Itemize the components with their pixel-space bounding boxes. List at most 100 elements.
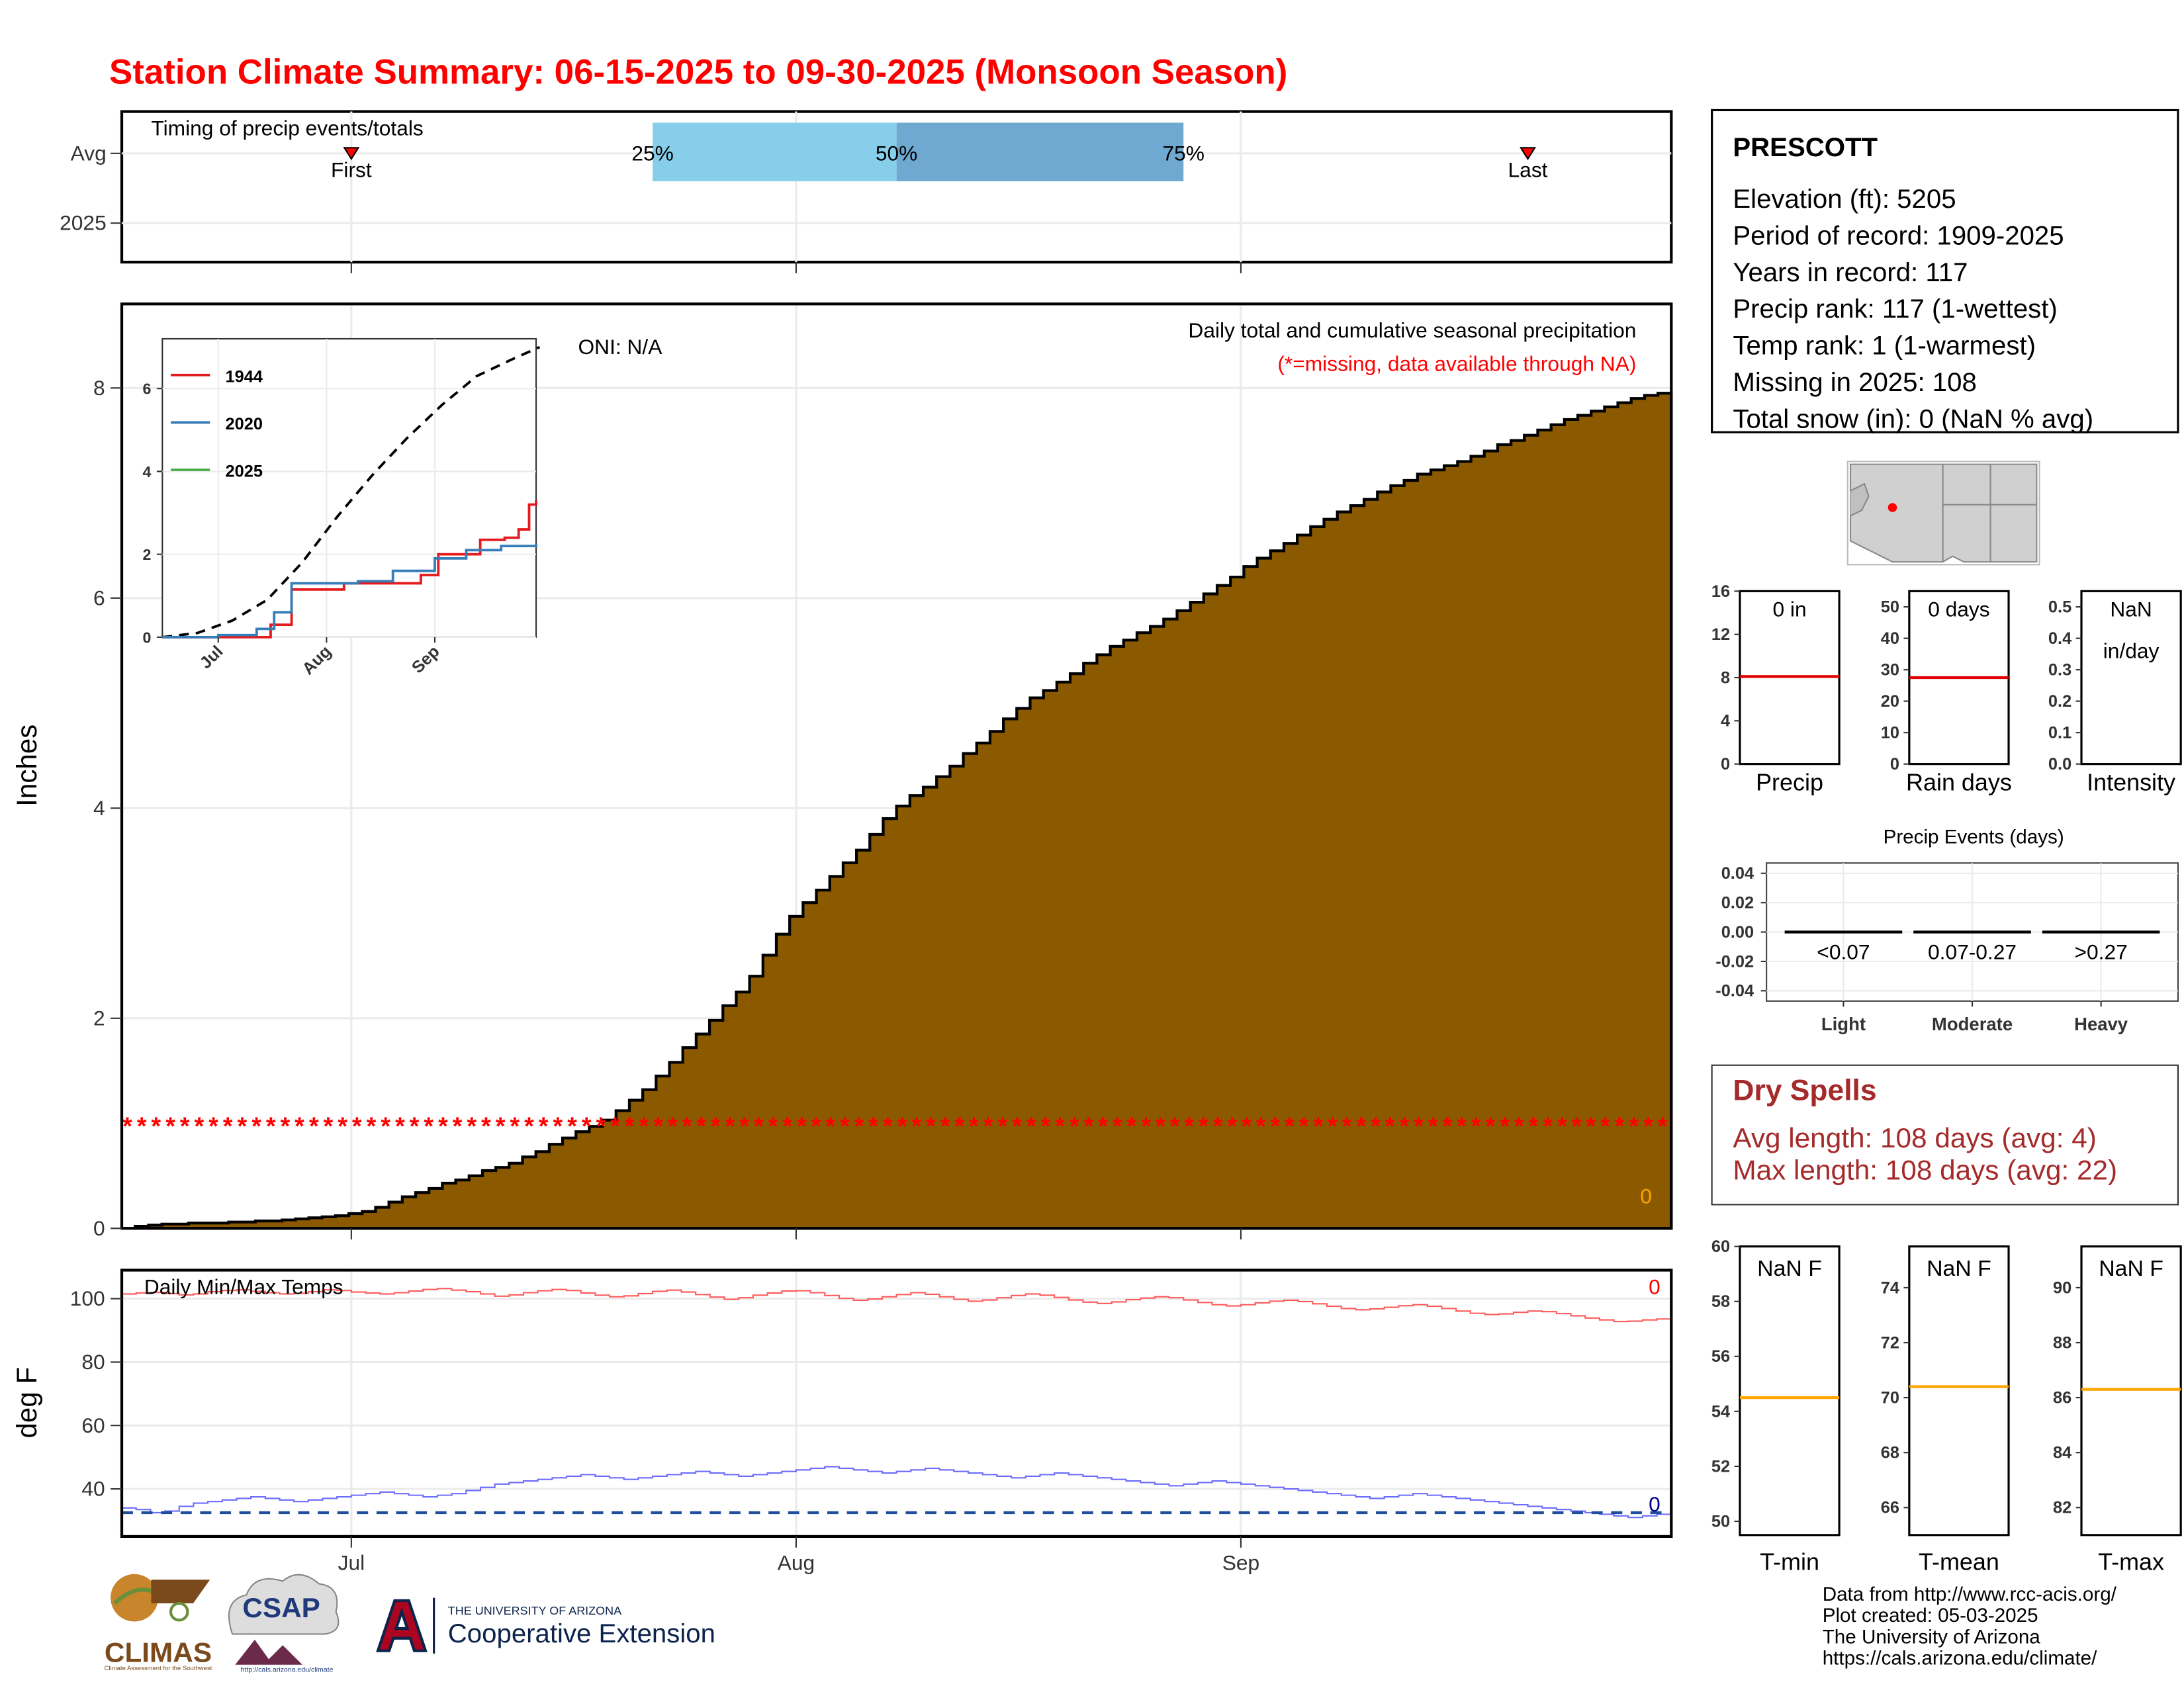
missing-star: * — [539, 1112, 549, 1140]
precip-ytick: 0 — [93, 1216, 105, 1240]
missing-star: * — [1127, 1112, 1137, 1140]
footer-credits: Data from http://www.rcc-acis.org/Plot c… — [1823, 1583, 2117, 1670]
missing-star: * — [1199, 1112, 1208, 1140]
missing-star: * — [1399, 1112, 1409, 1140]
missing-star: * — [137, 1112, 147, 1140]
event-range-label: <0.07 — [1817, 940, 1870, 964]
season-total-panels: 0 4 8 12 16 0 in Precip 0 10 20 30 40 50 0 days Rain d… — [1711, 582, 2182, 796]
precip-count: 0 — [1640, 1184, 1652, 1208]
bar-panel-value: 0 days — [1928, 597, 1989, 621]
missing-star: * — [251, 1112, 261, 1140]
footer-line: The University of Arizona — [1823, 1626, 2041, 1648]
temp-summary-value: NaN F — [2099, 1256, 2163, 1281]
temp-ytick: 80 — [81, 1350, 105, 1374]
missing-star: * — [754, 1112, 764, 1140]
precip-ylabel: Inches — [11, 725, 42, 807]
missing-star: * — [1256, 1112, 1266, 1140]
missing-star: * — [811, 1112, 821, 1140]
missing-star: * — [639, 1112, 649, 1140]
missing-star: * — [1557, 1112, 1567, 1140]
missing-star: * — [739, 1112, 749, 1140]
precip-ytick: 4 — [93, 796, 105, 820]
station-info-line: Period of record: 1909-2025 — [1733, 221, 2064, 250]
temp-summary-label: T-min — [1760, 1549, 1819, 1576]
footer-line: Plot created: 05-03-2025 — [1823, 1605, 2038, 1627]
temp-summary-tick: 56 — [1711, 1347, 1730, 1366]
bar-panel-tick: 0.4 — [2048, 629, 2071, 648]
temp-summary-panels: 50 52 54 56 58 60 NaN F T-min 66 68 70 72 74 NaN F T-m… — [1711, 1237, 2182, 1576]
missing-star: * — [1040, 1112, 1050, 1140]
missing-star: * — [682, 1112, 692, 1140]
missing-star: * — [1098, 1112, 1108, 1140]
events-ytick: -0.04 — [1715, 982, 1754, 1001]
inset-ytick: 2 — [142, 546, 151, 563]
temp-summary-tick: 74 — [1881, 1278, 1899, 1297]
missing-star: * — [208, 1112, 218, 1140]
temp-ytick: 40 — [81, 1477, 105, 1501]
missing-star: * — [1457, 1112, 1467, 1140]
missing-star: * — [1356, 1112, 1366, 1140]
dry-spells-max: Max length: 108 days (avg: 22) — [1733, 1155, 2117, 1186]
temp-summary-tick: 50 — [1711, 1513, 1730, 1531]
temp-summary-tick: 58 — [1711, 1292, 1730, 1311]
ua-top-text: THE UNIVERSITY OF ARIZONA — [448, 1604, 621, 1617]
precip-panel: * * * * * * * * * * * * * * * * * * * * * * * * * * * * * * * * * * * * * * * *… — [11, 302, 1673, 1240]
temp-ytick: 100 — [70, 1286, 105, 1310]
bar-panel-tick: 30 — [1881, 661, 1899, 680]
x-tick-label: Jul — [338, 1551, 365, 1575]
timing-label: Timing of precip events/totals — [151, 116, 423, 140]
missing-star: * — [180, 1112, 190, 1140]
station-info-line: Precip rank: 117 (1-wettest) — [1733, 294, 2057, 324]
temp-summary-tick: 72 — [1881, 1334, 1899, 1353]
missing-star: * — [1529, 1112, 1539, 1140]
university-of-arizona-logo: THE UNIVERSITY OF ARIZONA Cooperative Ex… — [376, 1597, 715, 1654]
block-a-icon — [376, 1599, 428, 1652]
tmin-line — [122, 1466, 1672, 1519]
missing-star: * — [1572, 1112, 1582, 1140]
bar-panel-rain-days: 0 10 20 30 40 50 0 days Rain days — [1881, 590, 2012, 796]
inset-ytick: 0 — [142, 629, 151, 646]
inset-legend-2025: 2025 — [226, 463, 263, 481]
csap-url: http://cals.arizona.edu/climate — [241, 1666, 334, 1673]
missing-star: * — [1658, 1112, 1668, 1140]
precip-ytick: 2 — [93, 1006, 105, 1030]
missing-star: * — [165, 1112, 175, 1140]
bar-panel-tick: 0 — [1890, 755, 1899, 774]
bar-panel-tick: 40 — [1881, 629, 1899, 648]
dry-spells-title: Dry Spells — [1733, 1074, 1876, 1106]
bar-panel-tick: 0.2 — [2048, 692, 2071, 711]
missing-star: * — [926, 1112, 936, 1140]
missing-star: * — [1615, 1112, 1625, 1140]
missing-star: * — [1170, 1112, 1180, 1140]
missing-star: * — [596, 1112, 606, 1140]
missing-star: * — [237, 1112, 247, 1140]
missing-star: * — [223, 1112, 233, 1140]
arizona-locator-map — [1846, 461, 2040, 566]
temp-summary-value: NaN F — [1927, 1256, 1991, 1281]
csap-logo: CSAP http://cals.arizona.edu/climate — [228, 1574, 340, 1673]
inset-legend-2020: 2020 — [226, 415, 263, 433]
missing-star: * — [467, 1112, 477, 1140]
bar-panel-tick: 0.5 — [2048, 598, 2071, 617]
temp-ylabel: deg F — [11, 1367, 42, 1439]
missing-star: * — [954, 1112, 964, 1140]
missing-star: * — [1342, 1112, 1352, 1140]
missing-star: * — [1486, 1112, 1496, 1140]
tmax-count: 0 — [1649, 1274, 1661, 1298]
missing-star: * — [1313, 1112, 1323, 1140]
missing-star: * — [567, 1112, 577, 1140]
temp-summary-tick: 84 — [2053, 1444, 2071, 1462]
missing-star: * — [367, 1112, 377, 1140]
missing-star: * — [854, 1112, 864, 1140]
station-location-dot — [1888, 503, 1897, 512]
first-label: First — [331, 158, 372, 182]
bar-panel-precip: 0 4 8 12 16 0 in Precip — [1711, 582, 1841, 796]
missing-star: * — [352, 1112, 362, 1140]
missing-star: * — [797, 1112, 807, 1140]
missing-star: * — [295, 1112, 304, 1140]
missing-star: * — [395, 1112, 405, 1140]
precip-ytick: 8 — [93, 376, 105, 400]
events-ytick: 0.02 — [1721, 894, 1754, 913]
temp-label: Daily Min/Max Temps — [144, 1274, 343, 1298]
